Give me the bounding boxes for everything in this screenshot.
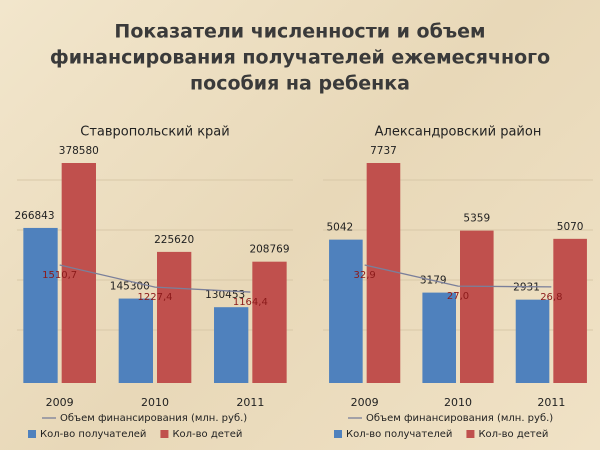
line-label: 26,8 [540, 292, 562, 303]
line-label: 32,9 [354, 270, 376, 281]
bar [214, 307, 249, 383]
bar [553, 238, 587, 383]
data-label: 208769 [249, 244, 289, 256]
bar [422, 292, 456, 383]
legend-label: Кол-во получателей [346, 429, 452, 440]
slide-title: Показатели численности и объем [114, 21, 485, 43]
x-tick-label: 2010 [141, 396, 169, 409]
legend-label: Объем финансирования (млн. руб.) [366, 413, 553, 424]
x-tick-label: 2010 [444, 396, 472, 409]
line-label: 1227,4 [138, 292, 173, 303]
bar [252, 261, 287, 383]
legend-label: Кол-во детей [478, 429, 548, 440]
legend-label: Объем финансирования (млн. руб.) [60, 413, 247, 424]
data-label: 145300 [110, 281, 150, 293]
data-label: 7737 [370, 145, 397, 157]
x-tick-label: 2009 [351, 396, 379, 409]
bar [157, 251, 192, 383]
legend-swatch [466, 430, 475, 438]
bar [61, 163, 96, 383]
bar [515, 299, 550, 383]
bar [23, 227, 58, 383]
x-tick-label: 2009 [46, 396, 74, 409]
line-label: 1510,7 [42, 270, 77, 281]
bar [118, 298, 153, 383]
line-label: 1164,4 [233, 297, 268, 308]
data-label: 378580 [59, 145, 99, 157]
data-label: 266843 [14, 210, 54, 222]
data-label: 5070 [557, 221, 584, 233]
x-tick-label: 2011 [537, 396, 565, 409]
data-label: 5359 [463, 213, 490, 225]
legend-label: Кол-во детей [172, 429, 242, 440]
data-label: 225620 [154, 234, 194, 246]
chart-title: Ставропольский край [80, 125, 229, 140]
slide-title: пособия на ребенка [190, 73, 410, 95]
data-label: 5042 [326, 222, 353, 234]
line [59, 264, 251, 293]
data-label: 2931 [513, 282, 540, 294]
data-label: 130453 [205, 289, 245, 301]
bar [329, 239, 363, 383]
legend-swatch [160, 430, 169, 438]
x-tick-label: 2011 [236, 396, 264, 409]
line-label: 27,0 [447, 291, 469, 302]
chart-title: Александровский район [375, 125, 542, 140]
slide-title: финансирования получателей ежемесячного [50, 47, 550, 69]
bar [460, 230, 494, 383]
line [364, 264, 552, 288]
legend-label: Кол-во получателей [40, 429, 146, 440]
legend-swatch [334, 430, 342, 438]
bar [366, 163, 401, 383]
legend-swatch [28, 430, 36, 438]
